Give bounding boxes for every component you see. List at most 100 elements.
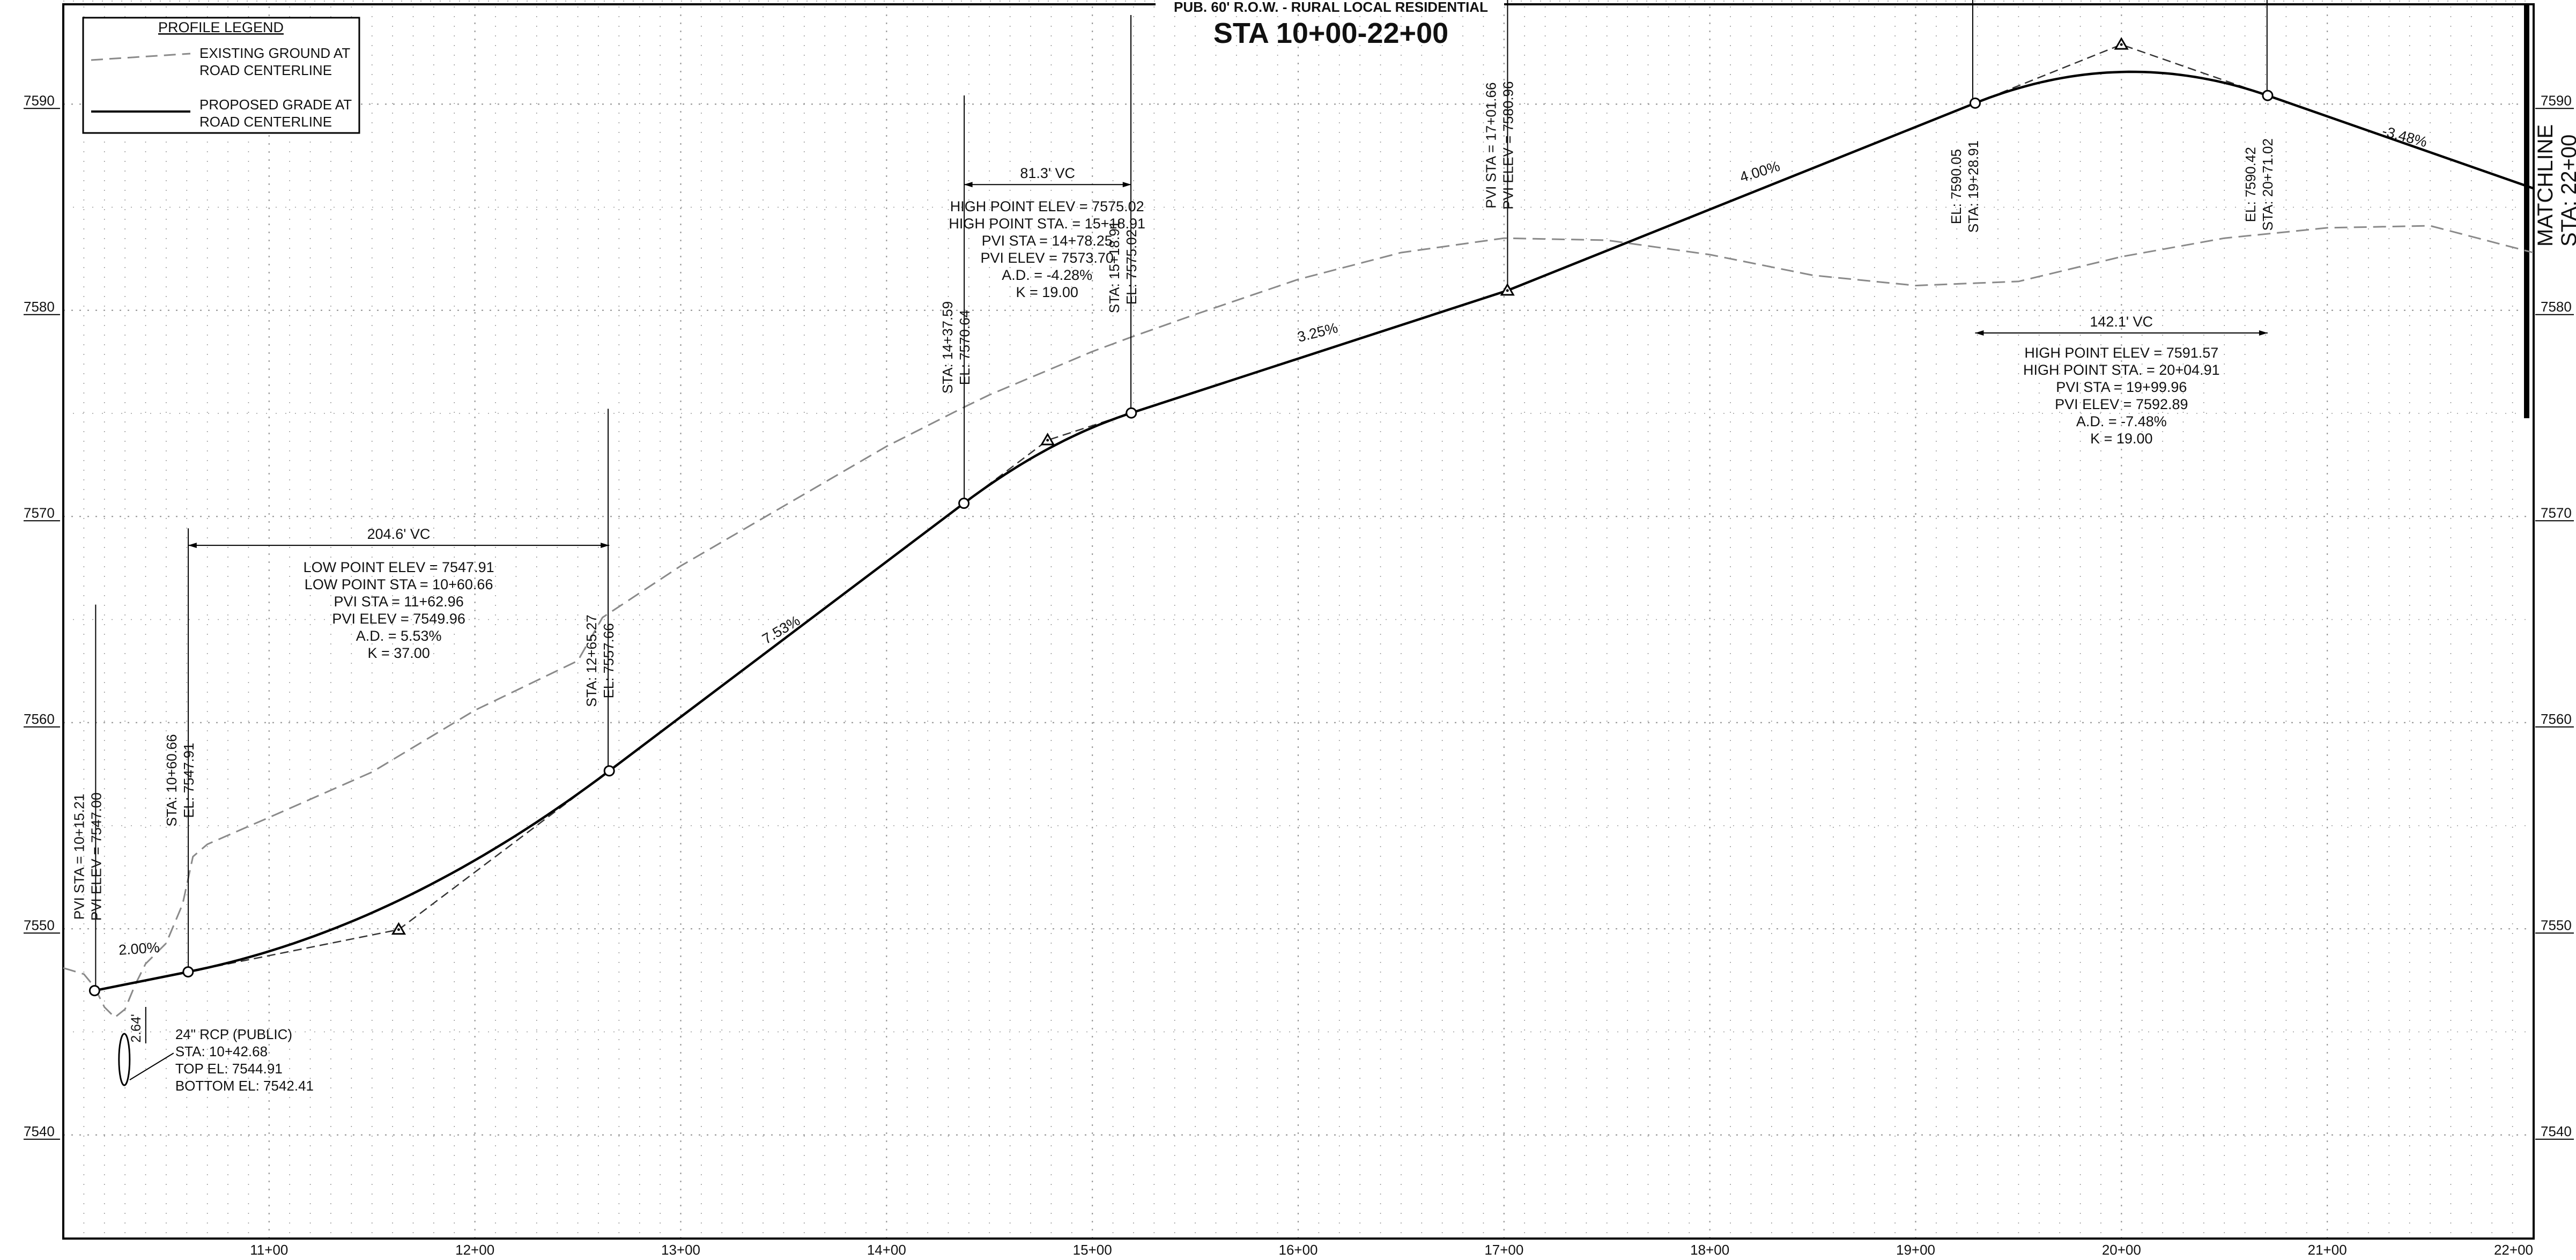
callout-line: PVI ELEV = 7580.96 <box>1500 81 1516 210</box>
vc-length-label: 142.1' VC <box>2090 314 2153 330</box>
vc-info-line: HIGH POINT STA. = 20+04.91 <box>2023 362 2220 378</box>
callout-line: EL: 7547.91 <box>181 743 197 818</box>
callout-line: STA: 14+37.59 <box>939 301 956 394</box>
vc-info-line: K = 19.00 <box>2090 431 2152 447</box>
elevation-label-right: 7560 <box>2541 711 2572 727</box>
proposed-grade-line <box>94 70 2534 992</box>
elevation-label-left: 7570 <box>24 505 55 521</box>
vc-info-line: K = 37.00 <box>367 645 430 661</box>
curve-point-circle <box>182 966 194 978</box>
matchline-label: MATCHLINE STA: 22+00 <box>2534 124 2576 247</box>
grade-label: 2.00% <box>118 939 160 958</box>
elevation-label-right: 7580 <box>2541 299 2572 315</box>
station-label: 21+00 <box>2308 1242 2347 1258</box>
vc-info-line: LOW POINT STA = 10+60.66 <box>305 576 493 592</box>
station-label: 12+00 <box>455 1242 494 1258</box>
station-label: 16+00 <box>1278 1242 1317 1258</box>
vc-info-line: PVI STA = 14+78.25 <box>982 233 1113 249</box>
station-callouts: PVI STA = 10+15.21 PVI ELEV = 7547.00 STA:… <box>71 0 2276 991</box>
curve-point-circle <box>1126 407 1137 419</box>
culvert-text-line: STA: 10+42.68 <box>175 1043 268 1059</box>
profile-legend: PROFILE LEGEND EXISTING GROUND AT ROAD C… <box>82 17 360 134</box>
callout-line: STA: 20+71.02 <box>2260 138 2276 231</box>
elevation-label-right: 7570 <box>2541 505 2572 521</box>
legend-existing-line1: EXISTING GROUND AT <box>199 45 350 61</box>
culvert-text-line: 24" RCP (PUBLIC) <box>175 1026 292 1042</box>
callout-line: EL: 7557.66 <box>601 623 617 698</box>
vc-length-label: 204.6' VC <box>367 526 431 542</box>
station-label: 14+00 <box>867 1242 906 1258</box>
legend-proposed-line1: PROPOSED GRADE AT <box>199 97 352 113</box>
elevation-labels-right: 7540 7550 7560 7570 7580 7590 <box>2535 92 2574 1140</box>
callout-line: STA: 15+18.91 <box>1106 221 1122 313</box>
legend-existing-line2: ROAD CENTERLINE <box>199 62 332 78</box>
vc-info-line: PVI STA = 19+99.96 <box>2056 379 2187 395</box>
callout-line: PVI STA = 10+15.21 <box>71 794 87 920</box>
matchline-text: MATCHLINE <box>2534 124 2557 247</box>
callout-line: STA: 12+65.27 <box>583 614 599 707</box>
profile-grid <box>63 1 2533 1238</box>
station-label: 17+00 <box>1484 1242 1523 1258</box>
legend-heading: PROFILE LEGEND <box>158 19 284 35</box>
elevation-label-right: 7590 <box>2541 92 2572 108</box>
curve-point-circle <box>958 498 970 509</box>
callout-line: STA: 19+28.91 <box>1965 140 1981 233</box>
station-label: 20+00 <box>2102 1242 2141 1258</box>
pvi-center-dot <box>1046 439 1049 442</box>
sheet-title: STA 10+00-22+00 <box>1213 17 1448 49</box>
vc-info-line: PVI ELEV = 7592.89 <box>2055 396 2188 412</box>
elevation-label-right: 7550 <box>2541 917 2572 933</box>
station-label: 18+00 <box>1690 1242 1729 1258</box>
culvert-cover-label: 2.64' <box>129 1014 144 1042</box>
station-labels: 11+00 12+00 13+00 14+00 15+00 16+00 17+00 18+00… <box>250 1242 2533 1258</box>
elevation-label-left: 7560 <box>24 711 55 727</box>
callout-line: PVI STA = 17+01.66 <box>1483 83 1499 209</box>
curve-point-circle <box>2262 90 2274 101</box>
curve-point-circle <box>1969 97 1981 109</box>
elevation-labels-left: 7540 7550 7560 7570 7580 7590 <box>24 92 60 1140</box>
station-label: 22+00 <box>2494 1242 2533 1258</box>
matchline-station: STA: 22+00 <box>2557 135 2576 247</box>
vc-info-line: PVI ELEV = 7573.70 <box>981 250 1114 266</box>
culvert-leader <box>129 1053 174 1080</box>
callout-line: EL: 7575.02 <box>1123 229 1139 305</box>
callout-line: EL: 7590.42 <box>2242 147 2259 222</box>
elevation-label-left: 7550 <box>24 917 55 933</box>
callout-line: STA: 10+60.66 <box>164 734 180 826</box>
curve-point-markers <box>88 37 2274 997</box>
culvert-text-line: TOP EL: 7544.91 <box>175 1061 283 1077</box>
curve-point-circle <box>603 765 615 777</box>
vc-info-line: A.D. = 5.53% <box>356 628 442 644</box>
elevation-label-right: 7540 <box>2541 1123 2572 1139</box>
vc-info-line: K = 19.00 <box>1016 284 1078 300</box>
vc-info-line: HIGH POINT ELEV = 7575.02 <box>950 198 1144 214</box>
culvert-text-line: BOTTOM EL: 7542.41 <box>175 1078 314 1094</box>
elevation-label-left: 7540 <box>24 1123 55 1139</box>
callout-line: EL: 7570.64 <box>957 310 973 385</box>
vc-info-line: HIGH POINT ELEV = 7591.57 <box>2024 345 2218 361</box>
vc-info-line: PVI STA = 11+62.96 <box>334 594 464 610</box>
vc-info-line: PVI ELEV = 7549.96 <box>332 611 465 627</box>
culvert-callout: 2.64' 24" RCP (PUBLIC)STA: 10+42.68 TOP EL… <box>118 1006 314 1094</box>
station-label: 11+00 <box>250 1242 288 1258</box>
callout-line: PVI ELEV = 7547.00 <box>88 792 104 921</box>
legend-proposed-line2: ROAD CENTERLINE <box>199 114 332 130</box>
station-label: 13+00 <box>661 1242 700 1258</box>
vc-info-line: A.D. = -4.28% <box>1002 267 1092 283</box>
vc-info-line: HIGH POINT STA. = 15+18.91 <box>949 216 1145 232</box>
callout-line: EL: 7590.05 <box>1948 149 1964 224</box>
station-label: 19+00 <box>1896 1242 1935 1258</box>
elevation-label-left: 7590 <box>24 92 55 108</box>
vc-length-label: 81.3' VC <box>1020 165 1075 181</box>
sheet-subtitle: PUB. 60' R.O.W. - RURAL LOCAL RESIDENTIA… <box>1174 0 1488 15</box>
culvert-pipe-icon <box>118 1033 131 1086</box>
legend-existing-swatch <box>91 53 191 61</box>
curve-point-circle <box>88 985 100 997</box>
pvi-center-dot <box>1506 289 1509 292</box>
vc-info-line: LOW POINT ELEV = 7547.91 <box>304 559 494 575</box>
elevation-label-left: 7580 <box>24 299 55 315</box>
vc-info-line: A.D. = -7.48% <box>2076 413 2167 429</box>
pvi-center-dot <box>397 928 400 931</box>
